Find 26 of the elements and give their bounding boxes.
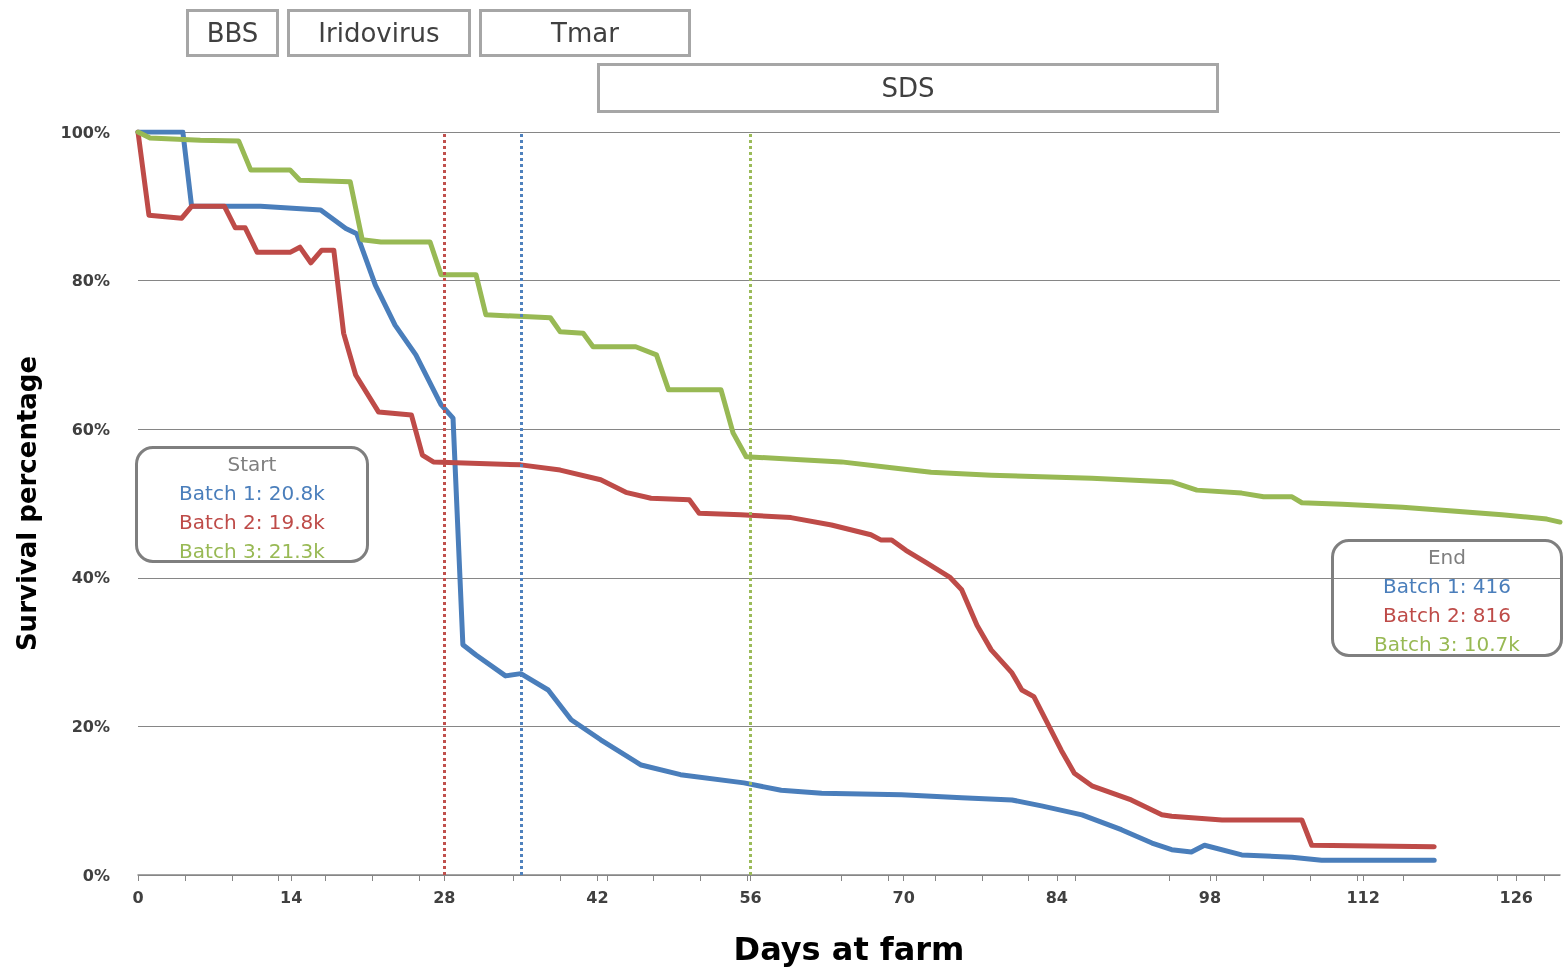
text-box: Iridovirus <box>287 9 471 57</box>
x-tick-label: 112 <box>1346 887 1380 907</box>
x-tick-label: 56 <box>739 887 762 907</box>
y-tick-label: 100% <box>60 122 110 142</box>
text-box: Tmar <box>479 9 691 57</box>
text-box: SDS <box>597 63 1219 113</box>
y-tick-label: 40% <box>71 568 110 588</box>
y-tick-label: 20% <box>71 716 110 736</box>
x-tick-label: 28 <box>433 887 456 907</box>
x-tick-label: 14 <box>280 887 303 907</box>
rounded-text-box: Start Batch 1: 20.8k Batch 2: 19.8k Batch 3: 21.3k <box>135 446 369 563</box>
text-box: BBS <box>186 9 279 57</box>
y-tick-label: 60% <box>71 419 110 439</box>
x-tick-label: 70 <box>892 887 915 907</box>
x-tick-label: 42 <box>586 887 609 907</box>
annotation: End Batch 1: 416 Batch 2: 816 Batch 3: 10.7k <box>1373 544 1521 658</box>
x-tick-label: 84 <box>1045 887 1068 907</box>
y-tick-label: 0% <box>82 865 110 885</box>
y-axis-title: Survival percentage <box>12 355 42 652</box>
annotation: Start Batch 1: 20.8k Batch 2: 19.8k Batch 3: 21.3k <box>178 451 326 565</box>
x-axis-title: Days at farm <box>733 930 965 968</box>
y-tick-label: 80% <box>71 271 110 291</box>
x-tick-label: 126 <box>1499 887 1533 907</box>
rounded-text-box: End Batch 1: 416 Batch 2: 816 Batch 3: 10.7k <box>1331 539 1563 657</box>
x-tick-label: 98 <box>1198 887 1222 907</box>
x-tick-label: 0 <box>132 887 144 907</box>
